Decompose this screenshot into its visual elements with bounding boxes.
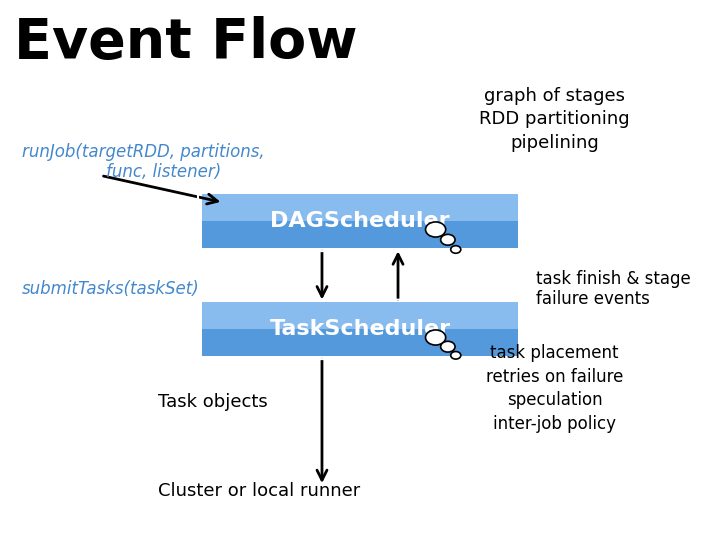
FancyBboxPatch shape: [202, 194, 518, 221]
Circle shape: [441, 234, 455, 245]
Text: submitTasks(taskSet): submitTasks(taskSet): [22, 280, 199, 298]
Text: runJob(targetRDD, partitions,
        func, listener): runJob(targetRDD, partitions, func, list…: [22, 143, 264, 181]
Text: Event Flow: Event Flow: [14, 16, 358, 70]
Circle shape: [426, 330, 446, 345]
Text: task placement
retries on failure
speculation
inter-job policy: task placement retries on failure specul…: [486, 344, 623, 433]
Text: Cluster or local runner: Cluster or local runner: [158, 482, 361, 501]
Circle shape: [426, 222, 446, 237]
FancyBboxPatch shape: [202, 329, 518, 356]
FancyBboxPatch shape: [202, 302, 518, 329]
Text: TaskScheduler: TaskScheduler: [269, 319, 451, 340]
Text: graph of stages
RDD partitioning
pipelining: graph of stages RDD partitioning pipelin…: [479, 87, 630, 152]
FancyBboxPatch shape: [202, 221, 518, 248]
Text: Task objects: Task objects: [158, 393, 268, 411]
Circle shape: [451, 246, 461, 253]
Circle shape: [441, 341, 455, 352]
Text: task finish & stage
failure events: task finish & stage failure events: [536, 269, 691, 308]
Circle shape: [451, 352, 461, 359]
Text: DAGScheduler: DAGScheduler: [270, 211, 450, 232]
